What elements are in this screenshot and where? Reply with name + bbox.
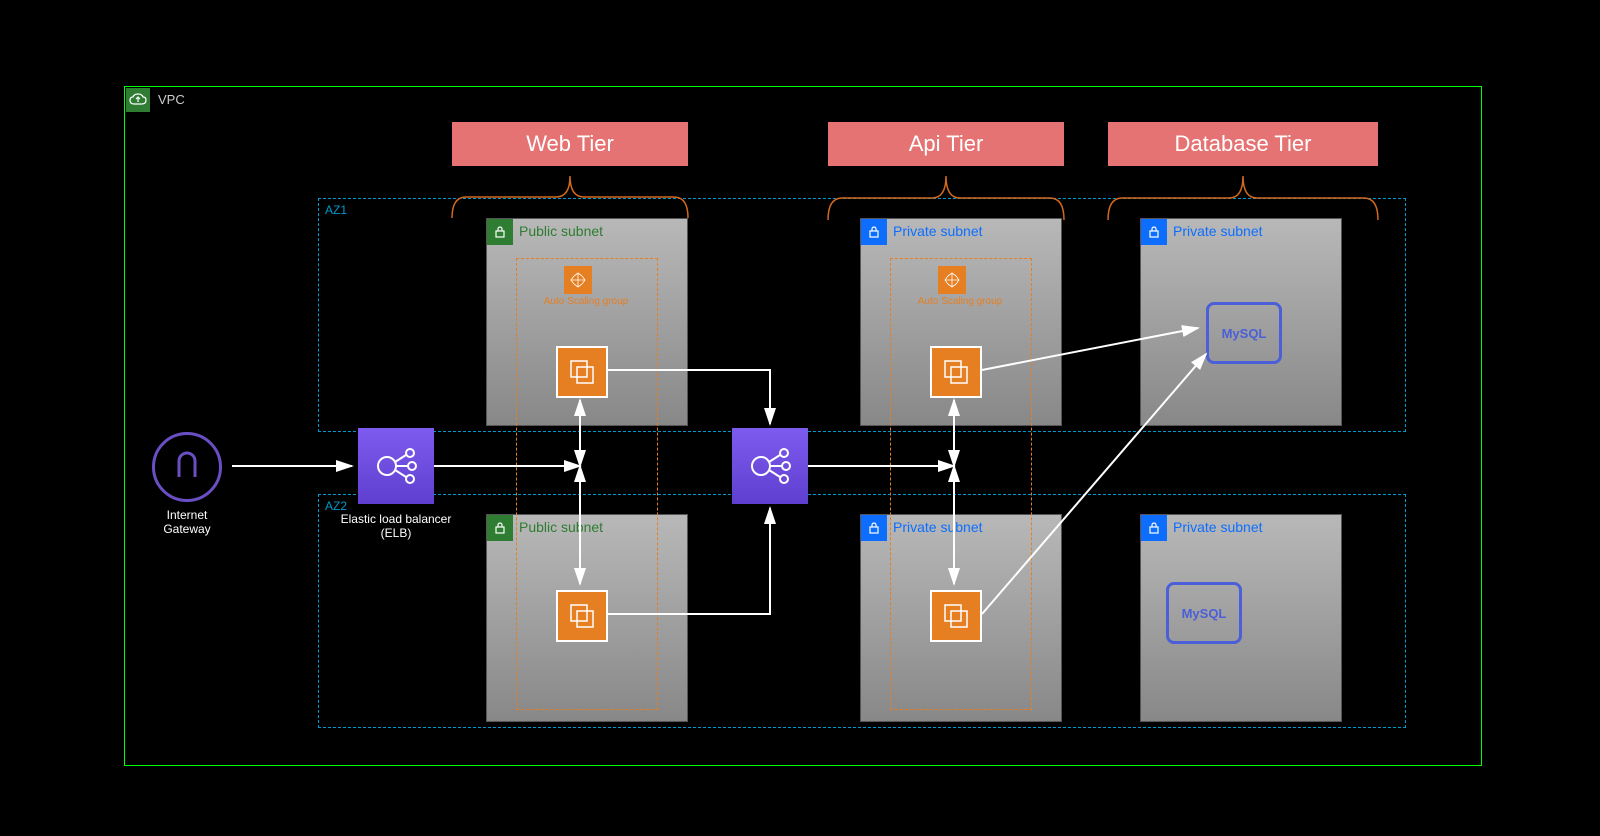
mysql-az2: MySQL [1166, 582, 1242, 644]
subnet-label: Private subnet [893, 223, 983, 239]
internet-gateway-icon [152, 432, 222, 502]
elb-1 [358, 428, 434, 504]
igw-label: Internet Gateway [148, 508, 226, 536]
asg-api [890, 258, 1032, 710]
elb-2 [732, 428, 808, 504]
lock-icon [861, 219, 887, 245]
asg-label: Auto Scaling group [536, 296, 636, 307]
tier-banner-web: Web Tier [452, 122, 688, 166]
tier-label: Api Tier [909, 131, 984, 157]
ec2-api-az1 [930, 346, 982, 398]
lock-icon [861, 515, 887, 541]
lock-icon [1141, 515, 1167, 541]
ec2-api-az2 [930, 590, 982, 642]
subnet-label: Public subnet [519, 223, 603, 239]
asg-icon [564, 266, 592, 294]
asg-web [516, 258, 658, 710]
lock-icon [487, 219, 513, 245]
subnet-label: Private subnet [1173, 223, 1263, 239]
tier-banner-api: Api Tier [828, 122, 1064, 166]
subnet-label: Private subnet [1173, 519, 1263, 535]
asg-label: Auto Scaling group [910, 296, 1010, 307]
mysql-az1: MySQL [1206, 302, 1282, 364]
tier-label: Web Tier [526, 131, 614, 157]
ec2-web-az2 [556, 590, 608, 642]
az2-label: AZ2 [325, 499, 347, 513]
tier-label: Database Tier [1175, 131, 1312, 157]
db-label: MySQL [1222, 326, 1267, 341]
asg-icon [938, 266, 966, 294]
db-label: MySQL [1182, 606, 1227, 621]
lock-icon [487, 515, 513, 541]
az1-label: AZ1 [325, 203, 347, 217]
ec2-web-az1 [556, 346, 608, 398]
vpc-cloud-icon [126, 88, 150, 112]
lock-icon [1141, 219, 1167, 245]
tier-banner-database: Database Tier [1108, 122, 1378, 166]
elb-1-label: Elastic load balancer (ELB) [340, 512, 452, 540]
vpc-label: VPC [158, 92, 185, 107]
